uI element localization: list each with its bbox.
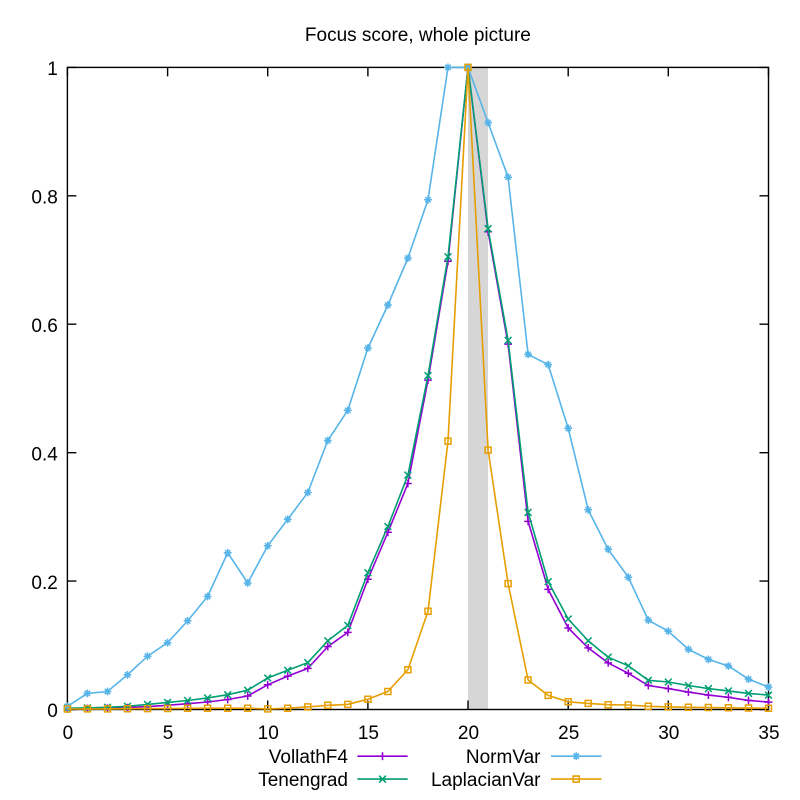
svg-text:30: 30 (658, 723, 679, 744)
svg-text:NormVar: NormVar (466, 747, 541, 768)
svg-text:5: 5 (163, 723, 174, 744)
svg-text:25: 25 (558, 723, 579, 744)
svg-text:0: 0 (63, 723, 74, 744)
svg-text:1: 1 (47, 59, 58, 80)
svg-text:35: 35 (758, 723, 779, 744)
svg-text:10: 10 (258, 723, 279, 744)
svg-text:Tenengrad: Tenengrad (258, 770, 348, 791)
svg-text:LaplacianVar: LaplacianVar (431, 770, 541, 791)
svg-text:0.6: 0.6 (31, 316, 57, 337)
svg-text:0.2: 0.2 (31, 573, 57, 594)
svg-text:VollathF4: VollathF4 (269, 747, 349, 768)
svg-text:0: 0 (47, 701, 58, 722)
svg-text:15: 15 (358, 723, 379, 744)
svg-text:0.4: 0.4 (31, 444, 58, 465)
svg-text:0.8: 0.8 (31, 188, 57, 209)
svg-text:Focus score, whole picture: Focus score, whole picture (305, 25, 531, 46)
svg-text:20: 20 (458, 723, 479, 744)
